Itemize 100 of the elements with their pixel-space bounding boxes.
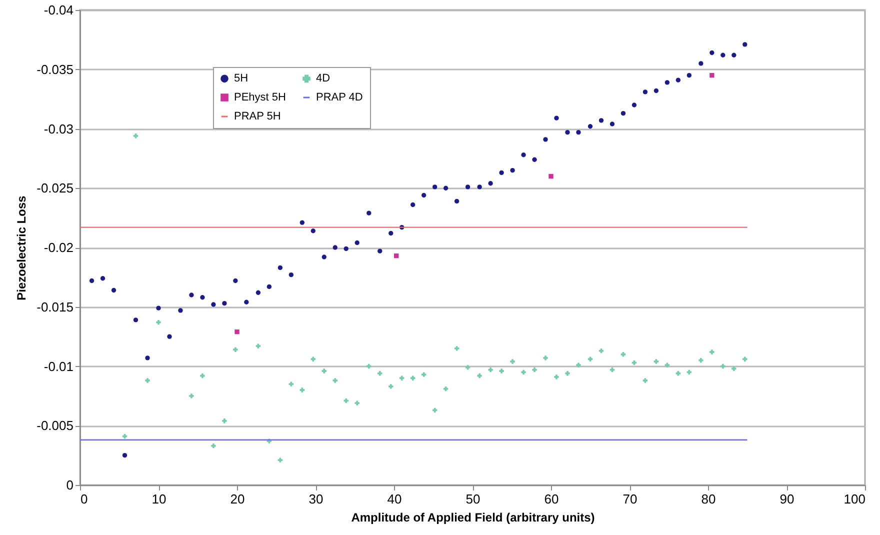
point xyxy=(720,52,726,58)
point xyxy=(499,368,504,374)
point xyxy=(676,78,681,82)
point xyxy=(211,302,216,307)
point xyxy=(322,368,326,374)
y-tick-label: -0.02 xyxy=(44,240,74,255)
point xyxy=(344,246,348,252)
point xyxy=(698,61,704,66)
legend-label: 5H xyxy=(234,72,248,85)
y-axis-title: Piezoelectric Loss xyxy=(14,195,29,300)
point xyxy=(598,348,604,354)
y-tick-label: -0.03 xyxy=(44,121,74,136)
point xyxy=(145,378,150,383)
point xyxy=(288,272,294,278)
point xyxy=(642,90,648,94)
y-tick-label: -0.01 xyxy=(44,358,74,374)
point xyxy=(632,102,637,108)
point xyxy=(189,394,194,398)
x-tick-label: 30 xyxy=(308,492,324,506)
point xyxy=(388,384,394,389)
point xyxy=(354,240,360,246)
y-tick-label: -0.04 xyxy=(44,2,74,18)
point xyxy=(332,378,338,383)
point xyxy=(100,276,106,281)
point xyxy=(244,300,249,304)
point xyxy=(233,347,238,352)
point xyxy=(532,157,537,162)
point xyxy=(222,418,227,424)
point xyxy=(620,110,626,116)
x-tick-label: 50 xyxy=(466,492,480,506)
point xyxy=(742,42,748,47)
x-tick-label: 70 xyxy=(622,492,638,506)
point xyxy=(222,300,227,306)
point xyxy=(354,400,360,406)
point xyxy=(576,130,581,135)
point xyxy=(554,116,559,120)
point xyxy=(421,372,426,377)
point xyxy=(588,356,593,362)
point xyxy=(521,152,526,158)
point xyxy=(698,358,704,363)
y-tick-label: -0.035 xyxy=(36,62,74,77)
point xyxy=(710,72,714,78)
point xyxy=(443,186,448,190)
point xyxy=(532,367,537,372)
point xyxy=(710,350,714,354)
point xyxy=(233,278,238,284)
point xyxy=(543,137,548,142)
point xyxy=(278,265,283,270)
point xyxy=(548,174,554,179)
point xyxy=(400,376,404,380)
point xyxy=(189,292,194,298)
x-tick-label: 40 xyxy=(387,492,402,506)
point xyxy=(454,346,460,351)
point xyxy=(488,367,493,372)
point xyxy=(664,362,670,368)
x-tick-label: 0 xyxy=(80,492,88,506)
point xyxy=(200,295,205,300)
x-tick-label: 60 xyxy=(544,492,559,506)
point xyxy=(394,253,399,258)
point xyxy=(632,360,637,366)
x-tick-label: 80 xyxy=(701,492,716,506)
point xyxy=(477,373,482,378)
point xyxy=(366,364,372,369)
point xyxy=(443,386,448,392)
point xyxy=(620,352,626,357)
point xyxy=(421,192,426,198)
point xyxy=(543,356,548,360)
point xyxy=(510,168,515,173)
point xyxy=(133,134,138,138)
point xyxy=(410,202,416,208)
point xyxy=(200,373,205,378)
point xyxy=(554,374,559,380)
x-axis-title: Amplitude of Applied Field (arbitrary units) xyxy=(351,510,595,524)
point xyxy=(732,52,736,58)
y-tick-label: -0.025 xyxy=(36,180,74,196)
legend-label: 4D xyxy=(316,72,330,85)
point xyxy=(654,359,659,364)
point xyxy=(156,320,161,325)
point xyxy=(89,278,94,284)
point xyxy=(499,170,504,176)
point xyxy=(686,370,692,375)
point xyxy=(710,50,714,56)
point xyxy=(432,408,438,413)
point xyxy=(288,382,294,386)
point xyxy=(378,371,382,376)
point xyxy=(598,118,604,123)
point xyxy=(310,228,316,234)
point xyxy=(510,359,515,364)
point xyxy=(366,210,372,216)
point xyxy=(742,356,748,362)
point xyxy=(322,254,326,260)
point xyxy=(454,198,460,204)
x-tick-label: 100 xyxy=(844,492,866,506)
point xyxy=(676,371,681,376)
point xyxy=(477,184,482,190)
point xyxy=(388,230,394,236)
point xyxy=(720,364,726,369)
point xyxy=(465,365,470,370)
point xyxy=(133,318,138,322)
point xyxy=(122,452,128,458)
